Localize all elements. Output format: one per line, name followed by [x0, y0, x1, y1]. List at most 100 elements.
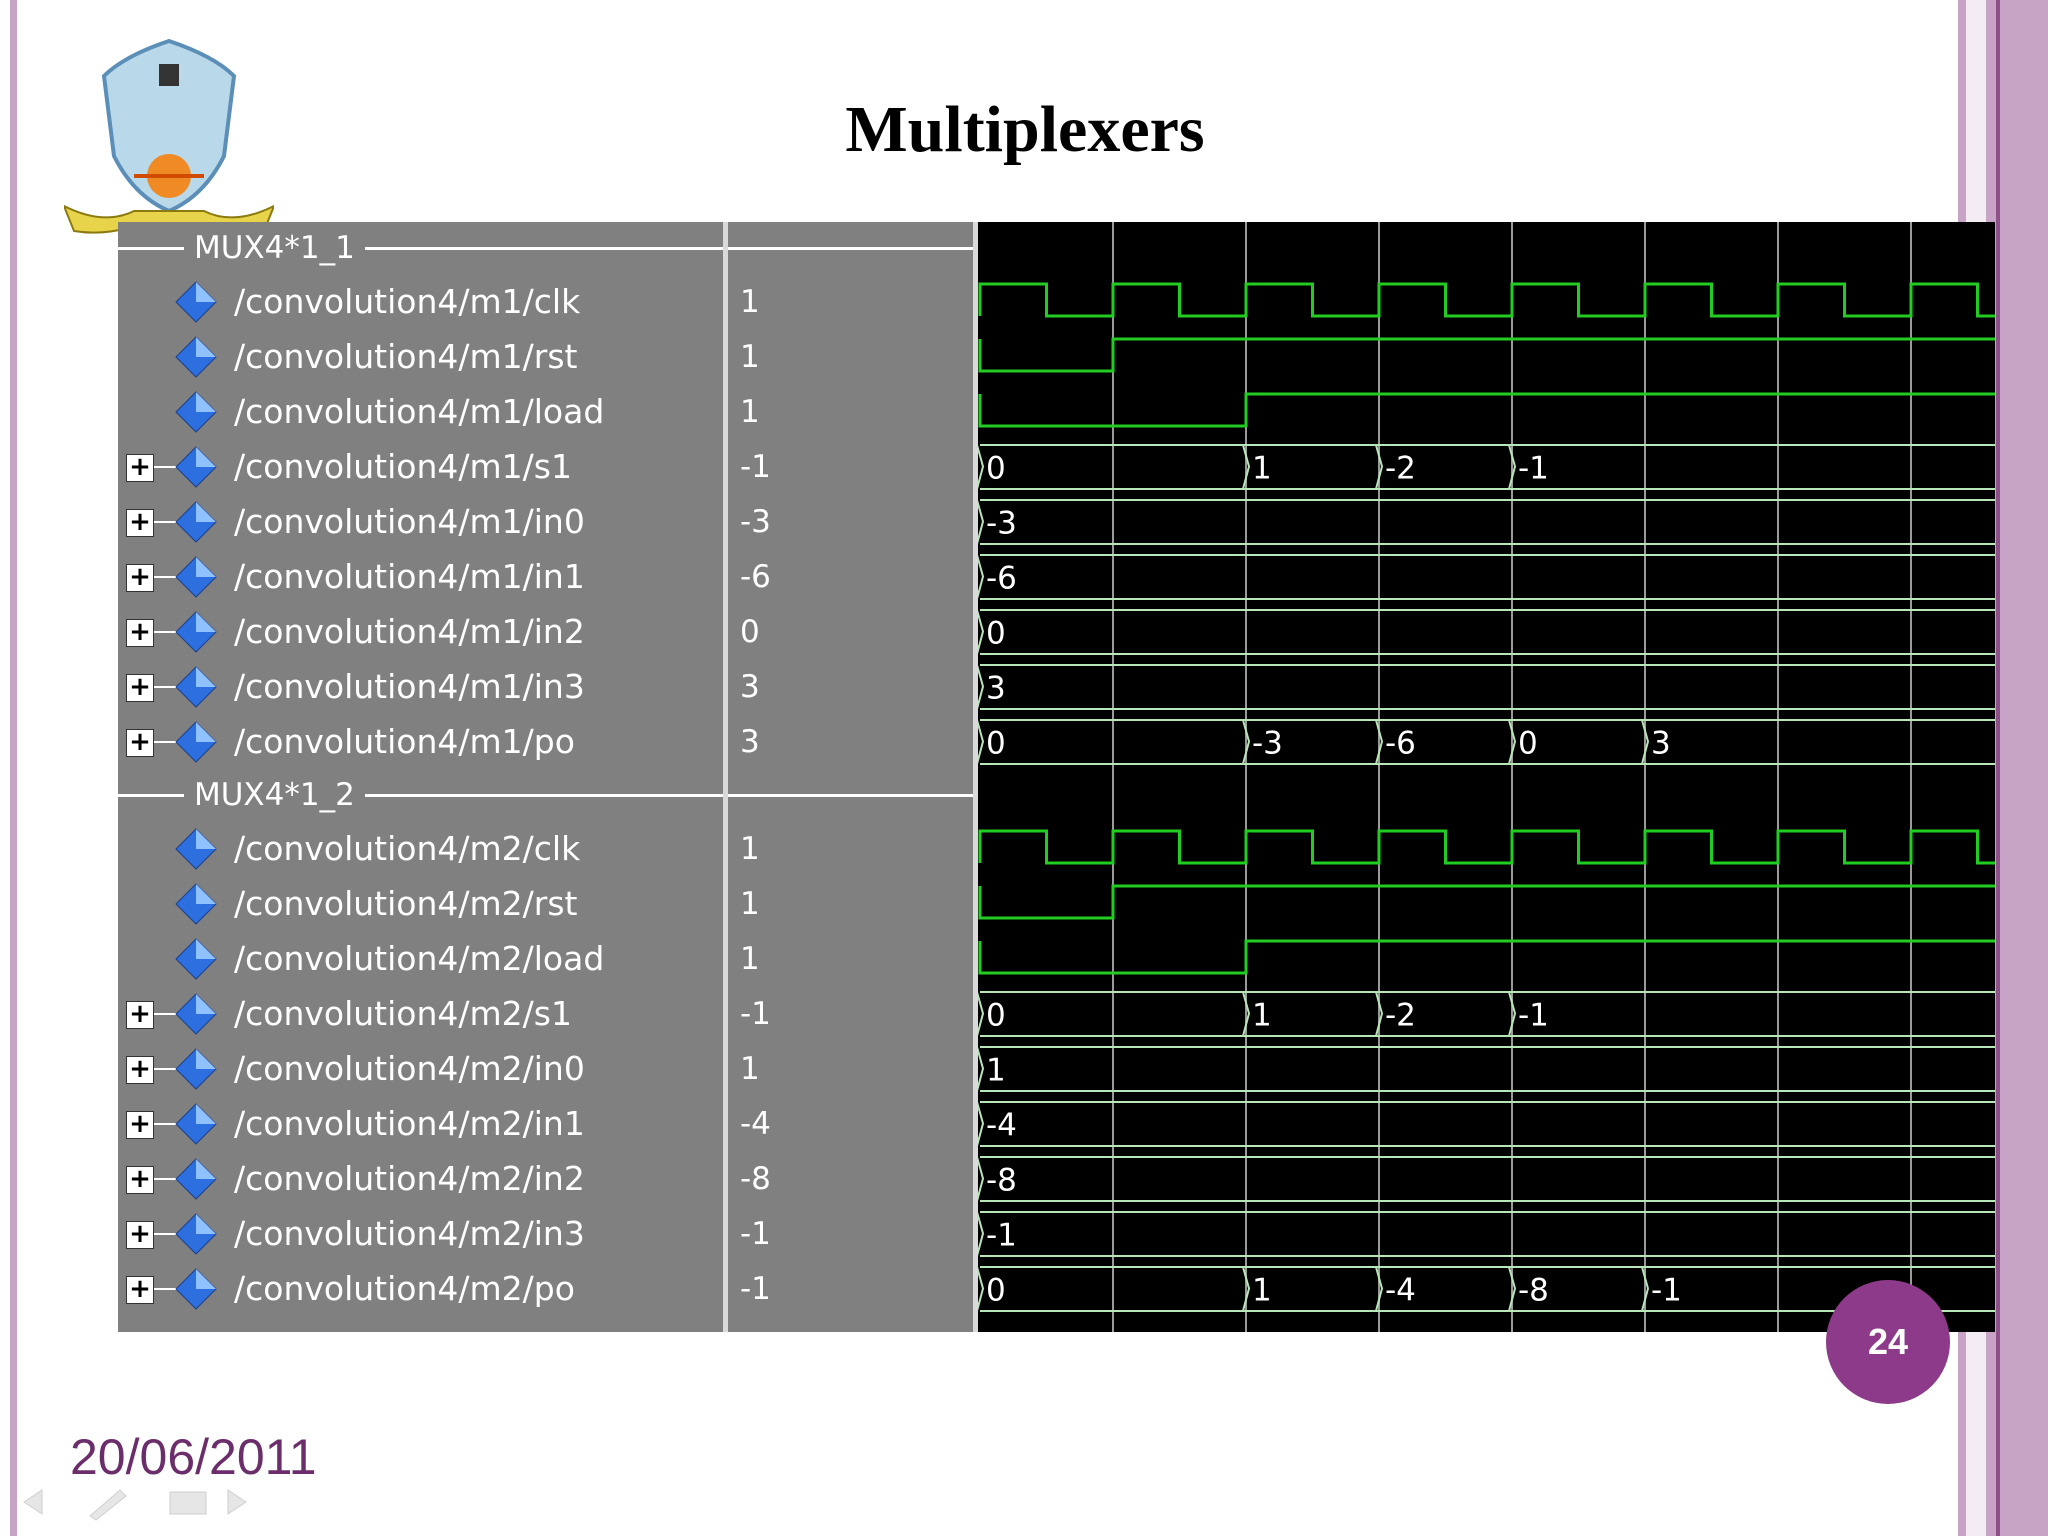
- signal-value: 0: [740, 613, 760, 650]
- tree-connector: [154, 1012, 180, 1015]
- waveform-pane: 0 1 -2 -1 -3 -6 0 3 0 -3 -6 0 3 0 1 -2 -1 1 -4 -8 -1 0 1 -4 -8 -1: [978, 222, 1995, 1332]
- expand-toggle-icon[interactable]: +: [126, 453, 154, 482]
- slide-nav-controls: [23, 1489, 247, 1521]
- signal-value: -6: [740, 558, 771, 595]
- expand-toggle-icon[interactable]: +: [126, 1055, 154, 1084]
- signal-name[interactable]: /convolution4/m2/load: [234, 938, 605, 978]
- group-label[interactable]: MUX4*1_2: [184, 775, 365, 815]
- signal-value: -1: [740, 448, 771, 485]
- signal-name[interactable]: /convolution4/m2/in1: [234, 1103, 585, 1143]
- bus-transition: [978, 1211, 985, 1257]
- expand-toggle-icon[interactable]: +: [126, 1000, 154, 1029]
- signal-name[interactable]: /convolution4/m1/load: [234, 391, 605, 431]
- tree-connector: [154, 1232, 180, 1235]
- expand-toggle-icon[interactable]: +: [126, 1220, 154, 1249]
- signal-name[interactable]: /convolution4/m1/clk: [234, 281, 581, 321]
- signal-name[interactable]: /convolution4/m1/in3: [234, 666, 585, 706]
- group-label[interactable]: MUX4*1_1: [184, 228, 365, 268]
- bus-value-label: -6: [1385, 726, 1416, 762]
- slide-border-right-stripe: [1996, 0, 2000, 1536]
- signal-name[interactable]: /convolution4/m1/in0: [234, 501, 585, 541]
- bus-transition: [1242, 719, 1251, 765]
- tree-connector: [154, 740, 180, 743]
- pane-divider[interactable]: [973, 222, 978, 1332]
- expand-toggle-icon[interactable]: +: [126, 1110, 154, 1139]
- signal-value: -8: [740, 1160, 771, 1197]
- tree-connector: [154, 685, 180, 688]
- bus-value-label: 0: [986, 726, 1006, 762]
- expand-toggle-icon[interactable]: +: [126, 563, 154, 592]
- next-slide-icon[interactable]: [227, 1489, 247, 1515]
- expand-toggle-icon[interactable]: +: [126, 673, 154, 702]
- menu-icon[interactable]: [169, 1491, 207, 1515]
- signal-value: 1: [740, 885, 760, 922]
- tree-connector: [154, 575, 180, 578]
- signal-name[interactable]: /convolution4/m2/in3: [234, 1213, 585, 1253]
- expand-toggle-icon[interactable]: +: [126, 728, 154, 757]
- signal-name[interactable]: /convolution4/m2/in2: [234, 1158, 585, 1198]
- signal-diamond-icon: [175, 390, 217, 433]
- expand-toggle-icon[interactable]: +: [126, 508, 154, 537]
- bus-value-label: -2: [1385, 998, 1416, 1034]
- bus-transition: [978, 499, 985, 545]
- bus-value-label: -1: [986, 1218, 1017, 1254]
- waveform-viewer: MUX4*1_1/convolution4/m1/clk/convolution…: [118, 222, 1995, 1332]
- signal-diamond-icon: [175, 555, 217, 598]
- bus-value-label: -8: [1518, 1273, 1549, 1309]
- signal-value: -4: [740, 1105, 771, 1142]
- signal-value: 1: [740, 830, 760, 867]
- bus-transition: [1375, 1266, 1384, 1312]
- group-divider-line: [118, 247, 723, 250]
- signal-name[interactable]: /convolution4/m2/rst: [234, 883, 578, 923]
- signal-name[interactable]: /convolution4/m1/s1: [234, 446, 572, 486]
- bus-value-label: -4: [986, 1108, 1017, 1144]
- signal-name[interactable]: /convolution4/m2/s1: [234, 993, 572, 1033]
- bus-value-label: 0: [986, 451, 1006, 487]
- bus-value-label: 3: [986, 671, 1006, 707]
- step-waveform: [978, 392, 1995, 428]
- bus-transition: [978, 991, 985, 1037]
- expand-toggle-icon[interactable]: +: [126, 618, 154, 647]
- bus-value-label: -6: [986, 561, 1017, 597]
- step-waveform: [978, 884, 1995, 920]
- page-number-badge: 24: [1826, 1280, 1950, 1404]
- expand-toggle-icon[interactable]: +: [126, 1165, 154, 1194]
- signal-diamond-icon: [175, 992, 217, 1035]
- signal-value: 1: [740, 393, 760, 430]
- tree-connector: [154, 465, 180, 468]
- bus-value-label: -1: [1518, 998, 1549, 1034]
- slide-title: Multiplexers: [845, 93, 1205, 166]
- signal-value: -1: [740, 995, 771, 1032]
- bus-transition: [978, 664, 985, 710]
- signal-value: -3: [740, 503, 771, 540]
- bus-value-label: 3: [1651, 726, 1671, 762]
- bus-transition: [1242, 1266, 1251, 1312]
- expand-toggle-icon[interactable]: +: [126, 1275, 154, 1304]
- bus-value-label: 1: [1252, 451, 1272, 487]
- signal-diamond-icon: [175, 1212, 217, 1255]
- signal-diamond-icon: [175, 1047, 217, 1090]
- previous-slide-icon[interactable]: [23, 1489, 43, 1515]
- slide-border-right-outer: [2000, 0, 2048, 1536]
- clock-waveform: [978, 282, 1995, 318]
- bus-transition: [1242, 991, 1251, 1037]
- pane-divider[interactable]: [723, 222, 728, 1332]
- bus-transition: [978, 444, 985, 490]
- pen-icon[interactable]: [89, 1489, 127, 1521]
- signal-name[interactable]: /convolution4/m2/in0: [234, 1048, 585, 1088]
- signal-diamond-icon: [175, 335, 217, 378]
- signal-name[interactable]: /convolution4/m1/rst: [234, 336, 578, 376]
- bus-transition: [1641, 719, 1650, 765]
- bus-transition: [1375, 991, 1384, 1037]
- signal-diamond-icon: [175, 1102, 217, 1145]
- step-waveform: [978, 337, 1995, 373]
- signal-name[interactable]: /convolution4/m1/in2: [234, 611, 585, 651]
- signal-name[interactable]: /convolution4/m1/in1: [234, 556, 585, 596]
- signal-name[interactable]: /convolution4/m2/po: [234, 1268, 575, 1308]
- bus-value-label: -3: [986, 506, 1017, 542]
- signal-name[interactable]: /convolution4/m2/clk: [234, 828, 581, 868]
- signal-value: 1: [740, 1050, 760, 1087]
- signal-diamond-icon: [175, 937, 217, 980]
- signal-name[interactable]: /convolution4/m1/po: [234, 721, 575, 761]
- bus-transition: [1375, 719, 1384, 765]
